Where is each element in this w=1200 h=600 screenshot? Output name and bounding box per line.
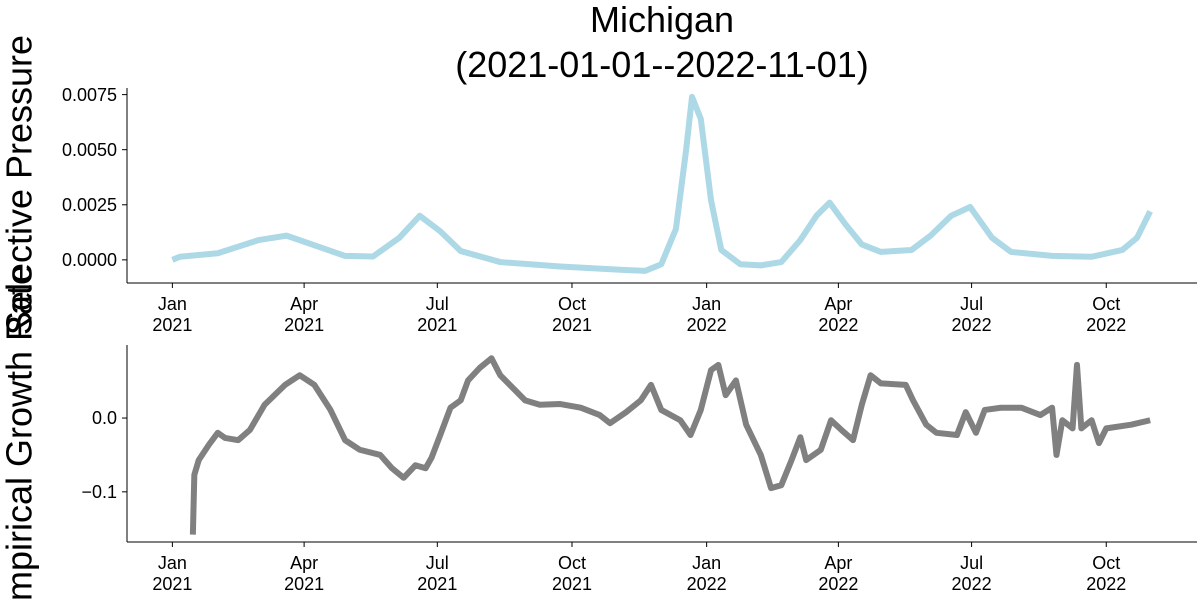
y-tick-label: 0.0075 [61,84,117,105]
x-tick-label: Jan 2022 [686,294,727,335]
data-line [189,355,1151,535]
x-tick-label: Jul 2021 [417,553,458,594]
x-tick-label: Apr 2022 [818,294,859,335]
x-tick-label: Jan 2021 [152,294,193,335]
y-axis-label: Selective Pressure [0,35,40,335]
x-tick-label: Apr 2021 [284,553,325,594]
y-tick-label: 0.0000 [61,249,117,270]
x-tick-label: Oct 2021 [551,553,592,594]
x-tick-label: Apr 2022 [818,553,859,594]
x-tick-label: Jul 2022 [951,294,992,335]
x-tick-label: Jul 2022 [951,553,992,594]
x-tick-label: Oct 2022 [1086,553,1127,594]
x-tick-label: Apr 2021 [284,294,325,335]
x-tick-label: Oct 2021 [551,294,592,335]
x-tick-label: Jan 2021 [152,553,193,594]
chart-title: Michigan (2021-01-01--2022-11-01) [455,0,869,85]
y-tick-label: 0.0 [91,408,117,429]
y-tick-label: 0.0025 [61,194,117,215]
x-tick-label: Oct 2022 [1086,294,1127,335]
y-tick-label: 0.0050 [61,139,117,160]
y-tick-label: −0.1 [81,481,117,502]
y-axis-label: Empirical Growth Rate [0,265,40,600]
data-line [171,93,1153,274]
x-tick-label: Jan 2022 [686,553,727,594]
x-tick-label: Jul 2021 [417,294,458,335]
